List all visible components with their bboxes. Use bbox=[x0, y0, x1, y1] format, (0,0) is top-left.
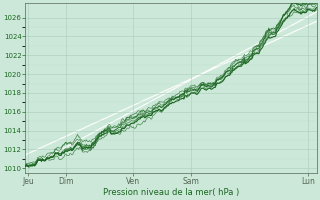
X-axis label: Pression niveau de la mer( hPa ): Pression niveau de la mer( hPa ) bbox=[103, 188, 239, 197]
